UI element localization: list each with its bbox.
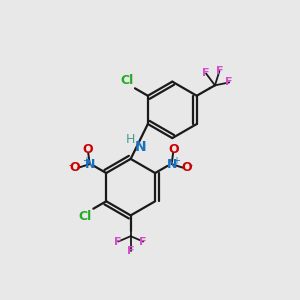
Text: O: O (182, 161, 192, 174)
Text: -: - (189, 160, 193, 170)
Text: F: F (216, 66, 223, 76)
Text: H: H (126, 134, 135, 146)
Text: F: F (226, 77, 233, 87)
Text: Cl: Cl (79, 210, 92, 223)
Text: O: O (168, 143, 179, 156)
Text: O: O (69, 161, 80, 174)
Text: F: F (202, 68, 210, 79)
Text: N: N (85, 158, 95, 171)
Text: +: + (82, 156, 89, 166)
Text: Cl: Cl (120, 74, 134, 87)
Text: +: + (172, 156, 180, 166)
Text: -: - (69, 160, 73, 170)
Text: N: N (167, 158, 177, 171)
Text: O: O (82, 143, 93, 156)
Text: F: F (140, 236, 147, 247)
Text: N: N (134, 140, 146, 154)
Text: F: F (127, 246, 134, 256)
Text: F: F (114, 236, 122, 247)
